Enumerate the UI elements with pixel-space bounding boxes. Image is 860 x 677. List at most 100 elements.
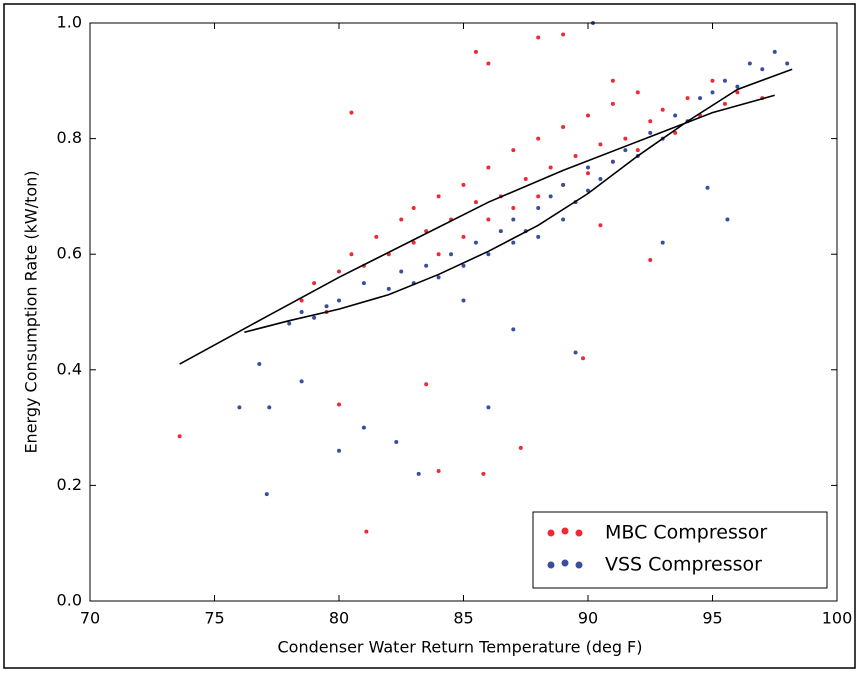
point (548, 194, 553, 199)
point (610, 101, 615, 106)
point (287, 321, 292, 326)
point (598, 177, 603, 182)
point (735, 90, 740, 95)
y-tick-label: 0.2 (57, 475, 82, 494)
point (481, 471, 486, 476)
point (361, 281, 366, 286)
point (337, 298, 341, 303)
point (337, 402, 341, 407)
point (498, 229, 503, 234)
point (436, 275, 441, 280)
point (735, 84, 740, 89)
point (511, 327, 516, 332)
point (411, 240, 416, 245)
point (536, 205, 541, 210)
point (598, 142, 603, 147)
point (573, 350, 578, 355)
x-axis-label: Condenser Water Return Temperature (deg … (277, 638, 642, 657)
point (461, 263, 466, 268)
point (623, 136, 628, 141)
y-tick-label: 0.4 (57, 359, 82, 378)
x-tick-label: 75 (204, 609, 224, 628)
point (561, 125, 566, 130)
point (536, 35, 541, 40)
point (518, 445, 523, 450)
point (673, 113, 678, 118)
point (598, 223, 603, 228)
point (722, 101, 727, 106)
legend-marker (575, 529, 583, 537)
point (648, 257, 653, 262)
point (473, 240, 478, 245)
point (536, 136, 541, 141)
point (324, 304, 329, 309)
point (536, 234, 541, 239)
point (364, 529, 369, 534)
x-tick-label: 90 (578, 609, 598, 628)
y-tick-label: 0.8 (57, 128, 82, 147)
point (436, 252, 441, 257)
point (760, 67, 765, 72)
point (660, 240, 665, 245)
point (461, 234, 466, 239)
legend-marker (561, 559, 569, 567)
point (573, 153, 578, 158)
point (623, 148, 628, 153)
point (710, 90, 715, 95)
point (511, 205, 516, 210)
point (685, 96, 690, 101)
point (349, 110, 354, 115)
point (648, 119, 653, 124)
x-tick-label: 80 (329, 609, 349, 628)
point (548, 165, 553, 170)
legend-marker (561, 527, 569, 535)
point (449, 252, 454, 257)
point (436, 194, 441, 199)
x-tick-label: 85 (453, 609, 473, 628)
legend-marker (547, 561, 555, 569)
point (486, 165, 491, 170)
point (399, 217, 404, 222)
point (416, 471, 421, 476)
point (581, 356, 586, 361)
y-axis-label: Energy Consumption Rate (kW/ton) (22, 170, 41, 453)
point (486, 252, 491, 257)
point (473, 200, 478, 205)
point (722, 78, 727, 83)
point (586, 165, 590, 170)
x-tick-label: 95 (702, 609, 722, 628)
legend-marker (575, 561, 583, 569)
point (561, 182, 566, 187)
point (511, 217, 516, 222)
point (337, 269, 341, 274)
point (486, 217, 491, 222)
point (511, 240, 516, 245)
point (237, 405, 242, 410)
point (473, 49, 478, 54)
point (424, 263, 429, 268)
point (511, 148, 516, 153)
fit-line (244, 68, 793, 334)
point (337, 448, 341, 453)
point (561, 32, 566, 37)
y-tick-label: 0.0 (57, 591, 82, 610)
point (177, 434, 182, 439)
y-tick-label: 1.0 (57, 13, 82, 32)
point (586, 171, 590, 176)
point (725, 217, 730, 222)
point (374, 234, 379, 239)
point (264, 492, 269, 497)
y-tick-label: 0.6 (57, 244, 82, 263)
point (710, 78, 715, 83)
point (267, 405, 272, 410)
point (785, 61, 790, 66)
point (698, 96, 703, 101)
x-tick-label: 100 (822, 609, 853, 628)
point (361, 425, 366, 430)
point (299, 310, 304, 314)
point (648, 130, 653, 135)
point (299, 379, 304, 384)
legend-marker (547, 529, 555, 537)
